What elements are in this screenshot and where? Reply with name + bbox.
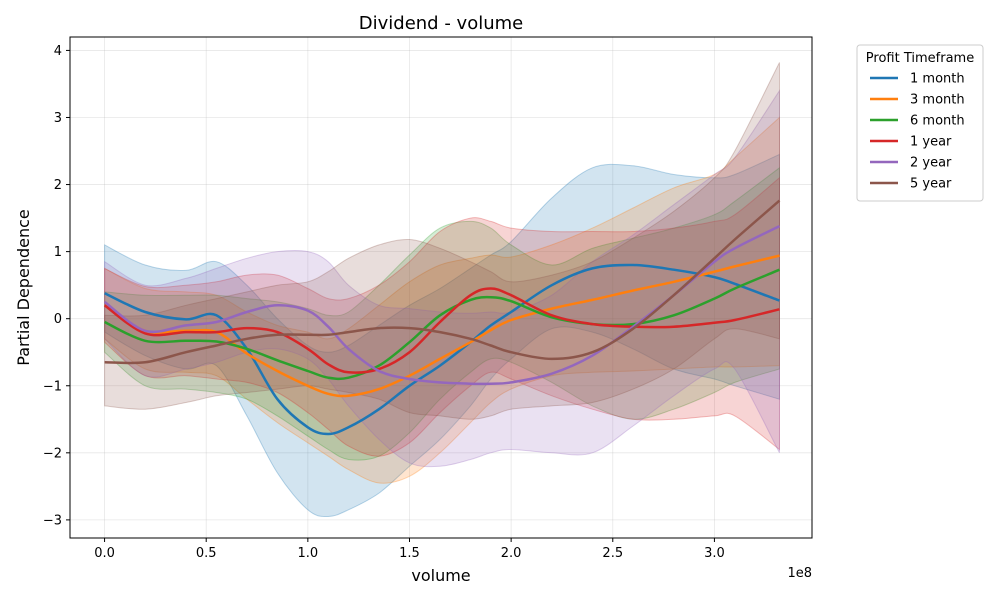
y-tick-label: 2 — [54, 178, 62, 193]
y-axis-title: Partial Dependence — [14, 209, 33, 365]
y-tick-label: −1 — [43, 379, 62, 394]
x-tick-label: 0.0 — [94, 546, 115, 561]
confidence-band-2-year — [104, 89, 780, 468]
y-tick-label: −3 — [43, 513, 62, 528]
legend-label-3-month: 3 month — [910, 93, 965, 108]
legend-entries: 1 month 3 month 6 month 1 year 2 year 5 year — [870, 72, 965, 192]
confidence-band-1-year — [104, 176, 780, 457]
legend-label-1-month: 1 month — [910, 72, 965, 87]
legend-label-2-year: 2 year — [910, 156, 952, 171]
y-tick-label: 1 — [54, 245, 62, 260]
confidence-band-1-month — [104, 153, 780, 518]
x-tick-label: 1.0 — [298, 546, 319, 561]
chart-title: Dividend - volume — [359, 13, 523, 34]
series-line-1-year — [103, 287, 780, 374]
y-tick-label: 4 — [54, 44, 62, 59]
series-line-5-year — [104, 199, 781, 365]
x-axis-title: volume — [411, 566, 470, 585]
legend-title: Profit Timeframe — [866, 51, 974, 66]
y-tick-label: −2 — [43, 446, 62, 461]
y-tick-label: 0 — [54, 312, 62, 327]
series-line-6-month — [104, 268, 780, 381]
plot-area-frame — [69, 36, 813, 539]
legend-label-1-year: 1 year — [910, 135, 952, 150]
x-axis-offset-text: 1e8 — [787, 566, 812, 581]
axis-ticks: 0.0 0.5 1.0 1.5 2.0 2.5 3.0 −3 −2 −1 0 1 2 3 4 — [43, 44, 725, 561]
x-tick-label: 0.5 — [196, 546, 217, 561]
legend-label-6-month: 6 month — [910, 114, 965, 129]
x-tick-label: 1.5 — [399, 546, 420, 561]
x-tick-label: 2.5 — [602, 546, 623, 561]
x-tick-label: 2.0 — [501, 546, 522, 561]
legend-label-5-year: 5 year — [910, 177, 952, 192]
series-lines — [103, 199, 781, 436]
x-tick-label: 3.0 — [704, 546, 725, 561]
y-tick-label: 3 — [54, 111, 62, 126]
